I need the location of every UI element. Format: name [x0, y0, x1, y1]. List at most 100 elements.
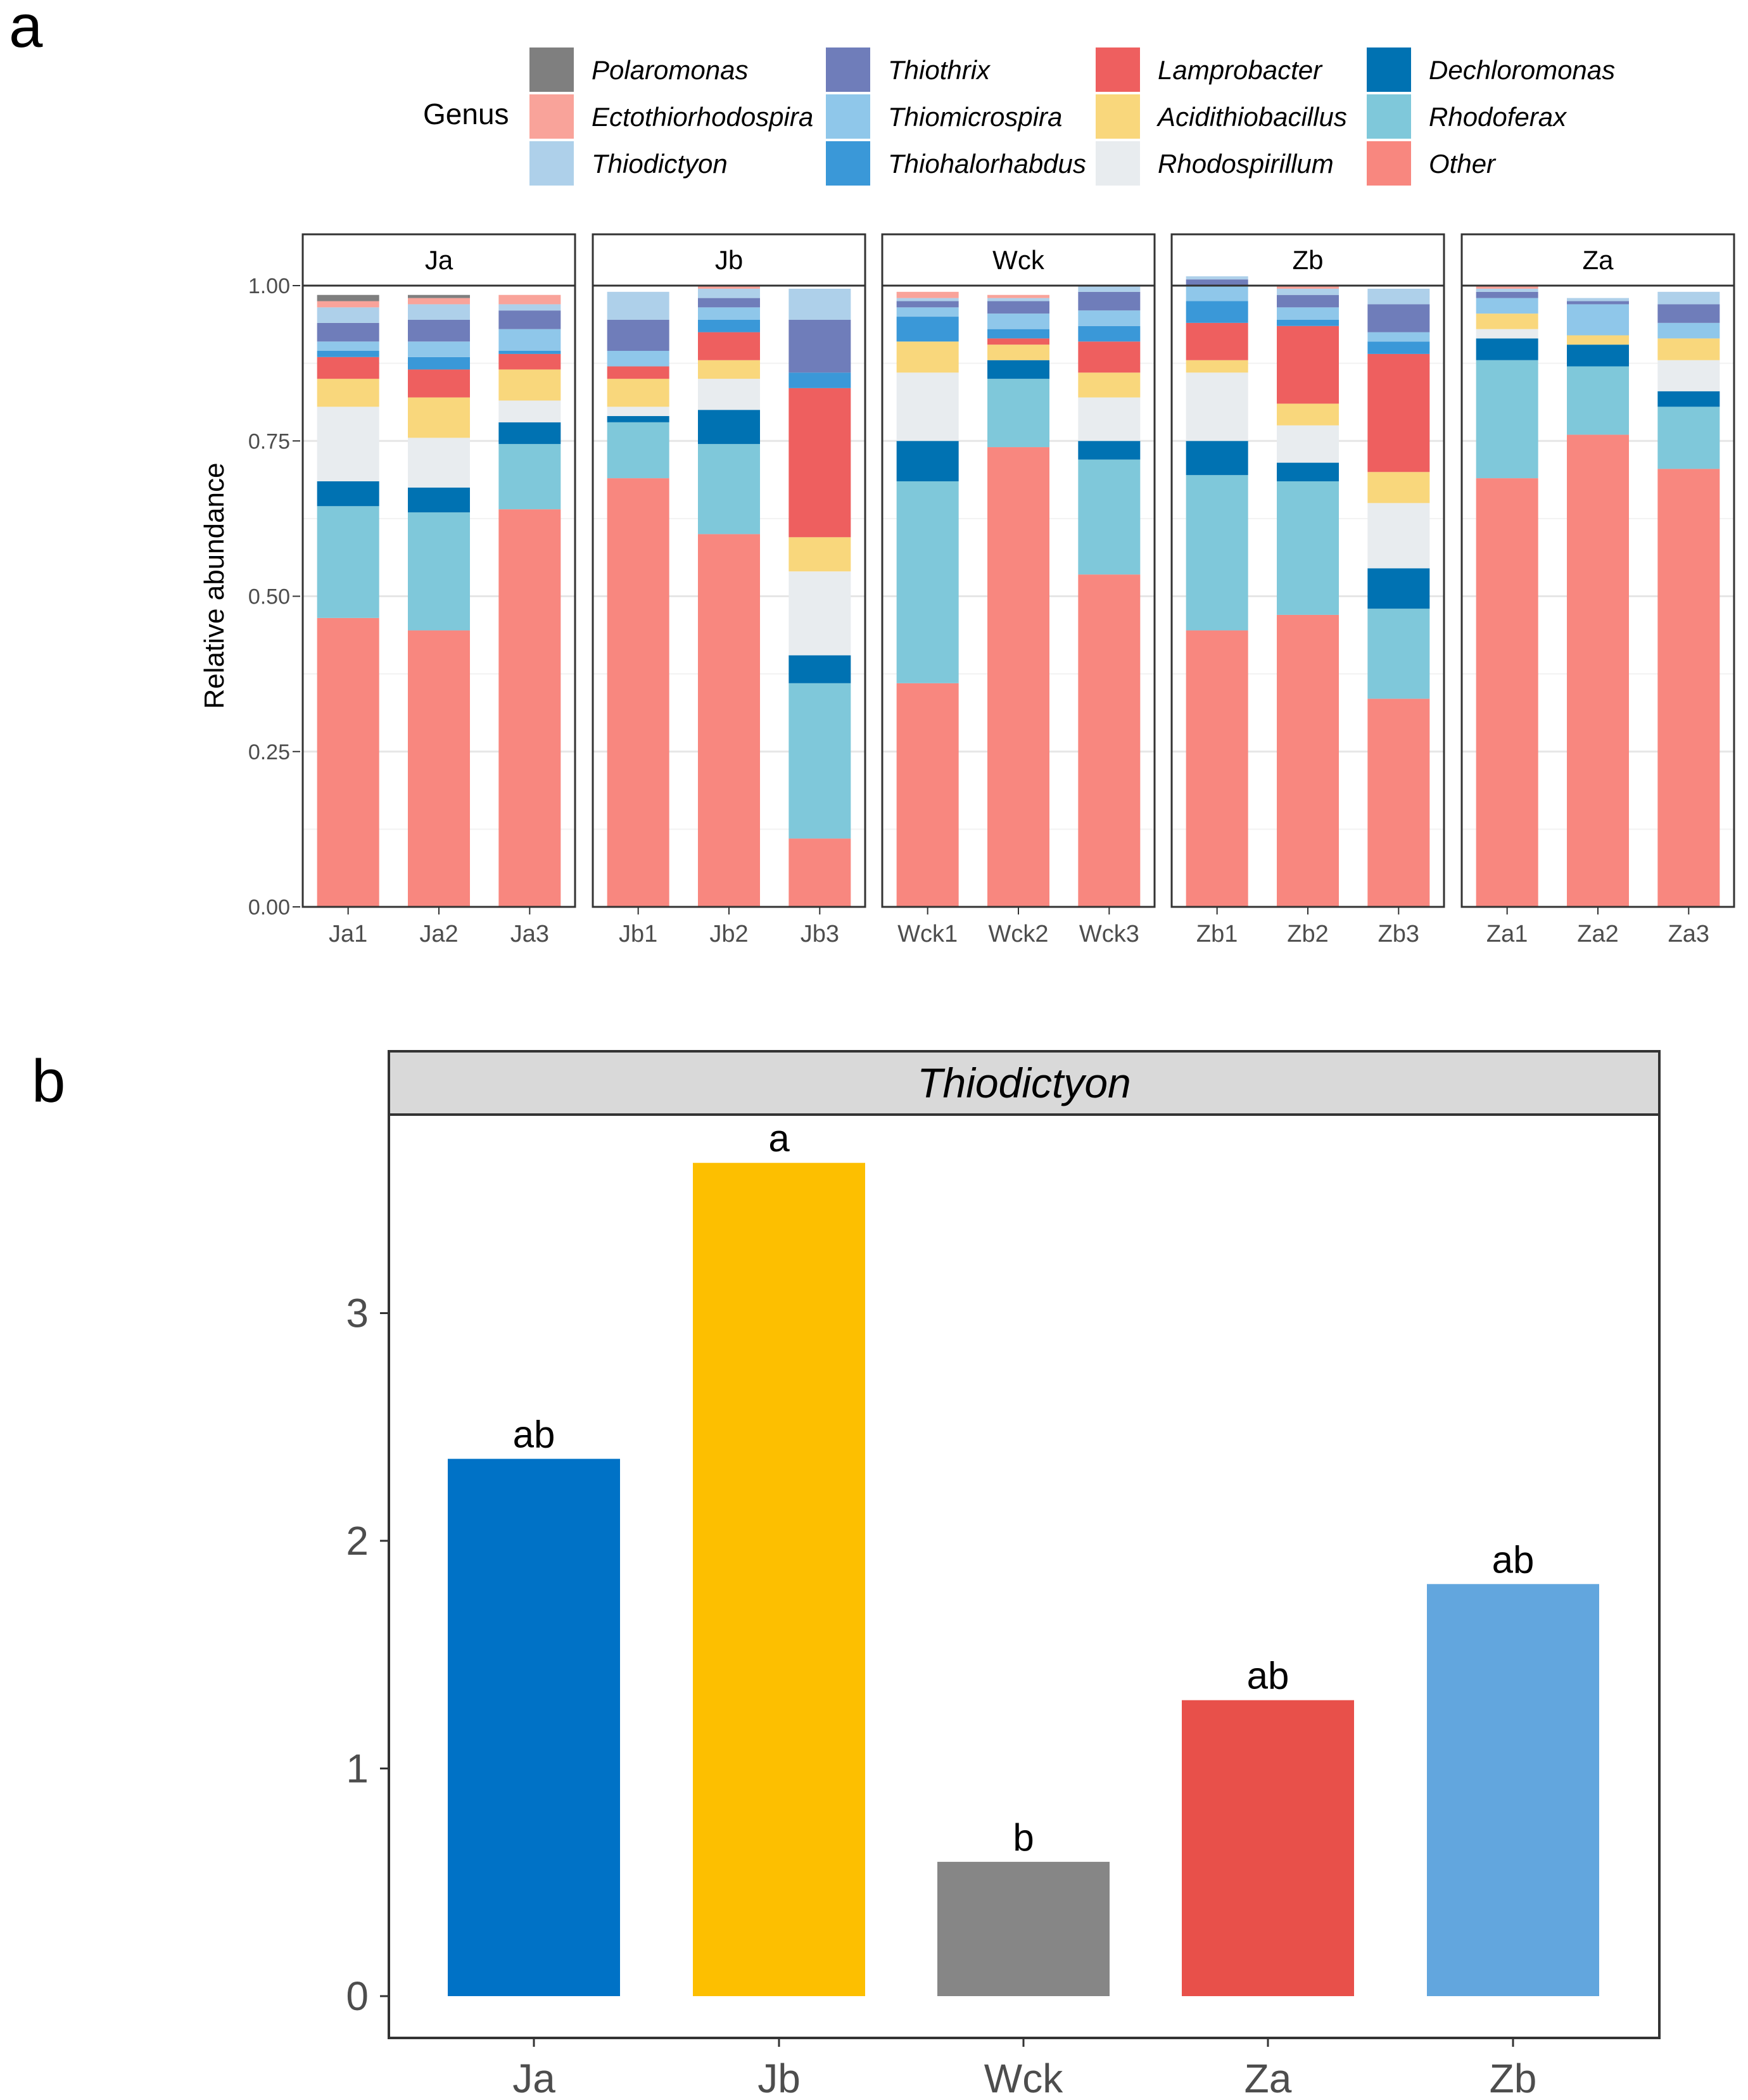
y-tick-label: 1: [346, 1746, 369, 1792]
bar-group-wck: b Wck: [937, 1816, 1110, 2100]
bar-jb: [693, 1163, 865, 1996]
y-tick-label: 2: [346, 1518, 369, 1564]
x-tick-label: Zb2: [1287, 921, 1328, 947]
bar-segment-thiohalorhabdus: [1277, 319, 1339, 326]
legend-label: Lamprobacter: [1158, 55, 1323, 85]
x-tick-label: Ja1: [329, 921, 367, 947]
bar-segment-thiothrix: [1277, 294, 1339, 308]
bar-segment-thiomicrospira: [896, 307, 959, 317]
y-axis: 0 1 2 3: [346, 1291, 389, 2019]
bar-segment-rhodospirillum: [1476, 329, 1538, 339]
facet-label: Za: [1582, 245, 1614, 275]
bar-segment-rhodoferax: [607, 422, 669, 479]
bar-segment-thiothrix: [1078, 291, 1141, 311]
bar-segment-acidithiobacillus: [607, 379, 669, 407]
bar-segment-acidithiobacillus: [788, 537, 851, 572]
bar-segment-dechloromonas: [607, 416, 669, 422]
bar-zb: [1427, 1584, 1599, 1996]
bar-segment-other: [408, 630, 470, 907]
bar-segment-rhodoferax: [408, 512, 470, 631]
bar-segment-rhodoferax: [1078, 459, 1141, 575]
plot-border: [388, 1113, 1661, 2039]
bar-segment-acidithiobacillus: [498, 369, 561, 401]
facet-border: [1170, 284, 1445, 908]
bar-segment-thiohalorhabdus: [498, 351, 561, 354]
bar-segment-thiothrix: [1186, 279, 1248, 286]
bar-segment-thiohalorhabdus: [317, 351, 379, 357]
bar-za1: [1476, 286, 1538, 907]
bar-segment-thiodictyon: [1277, 288, 1339, 295]
legend-swatch: [826, 47, 870, 92]
bar-zb1: [1186, 276, 1248, 907]
bar-ja2: [408, 294, 470, 907]
legend-swatch: [1367, 141, 1411, 186]
bar-jb3: [788, 288, 851, 907]
facet-zb: Zb Zb1 Zb2 Zb3: [1170, 233, 1445, 947]
facet-jb: Jb Jb1 Jb2 Jb3: [592, 233, 866, 947]
y-axis: 0.00 0.25 0.50 0.75 1.00: [248, 274, 300, 920]
facet-strip: [1460, 233, 1735, 287]
bar-segment-rhodoferax: [788, 683, 851, 839]
bar-segment-other: [1476, 478, 1538, 907]
bar-segment-lamprobacter: [317, 357, 379, 379]
legend-item-other: Other: [1367, 141, 1497, 186]
bar-segment-rhodospirillum: [607, 407, 669, 417]
bar-segment-rhodoferax: [1186, 475, 1248, 631]
facet-label: Jb: [715, 245, 743, 275]
bar-segment-thiohalorhabdus: [987, 329, 1049, 339]
bar-segment-thiohalorhabdus: [788, 372, 851, 388]
significance-label: b: [1013, 1816, 1034, 1859]
bar-segment-lamprobacter: [408, 369, 470, 398]
legend-label: Acidithiobacillus: [1156, 102, 1347, 132]
legend-swatch: [1096, 94, 1140, 139]
bar-segment-other: [1186, 630, 1248, 907]
bar-segment-thiomicrospira: [1657, 322, 1720, 339]
facet-label: Ja: [425, 245, 453, 275]
legend-item-rhodospirillum: Rhodospirillum: [1096, 141, 1334, 186]
bar-wck2: [987, 294, 1049, 907]
x-tick-label: Jb2: [709, 921, 748, 947]
bar-segment-other: [1277, 614, 1339, 907]
chart-title: Thiodictyon: [917, 1059, 1131, 1106]
significance-label: ab: [1492, 1538, 1535, 1581]
bar-segment-rhodospirillum: [317, 407, 379, 482]
bar-segment-acidithiobacillus: [408, 397, 470, 438]
x-tick-label: Ja2: [419, 921, 458, 947]
x-tick-label: Zb: [1490, 2056, 1537, 2100]
bar-segment-acidithiobacillus: [1367, 472, 1430, 503]
y-tick-label: 0: [346, 1973, 369, 2019]
facet-label: Zb: [1292, 245, 1323, 275]
bar-segment-other: [1567, 434, 1629, 907]
bar-segment-thiodictyon: [317, 307, 379, 323]
bar-segment-acidithiobacillus: [1277, 403, 1339, 426]
bar-segment-thiomicrospira: [1476, 298, 1538, 314]
legend-item-acidithiobacillus: Acidithiobacillus: [1096, 94, 1347, 139]
bar-segment-lamprobacter: [607, 366, 669, 379]
bar-segment-thiothrix: [317, 322, 379, 342]
bar-segment-thiodictyon: [987, 298, 1049, 301]
legend-label: Rhodoferax: [1429, 102, 1568, 132]
bar-wck3: [1078, 286, 1141, 907]
legend-swatch: [1367, 47, 1411, 92]
bar-segment-thiothrix: [987, 301, 1049, 314]
bar-segment-acidithiobacillus: [698, 360, 760, 379]
bar-segment-thiomicrospira: [1186, 286, 1248, 301]
legend-item-thiothrix: Thiothrix: [826, 47, 991, 92]
bar-segment-rhodospirillum: [698, 379, 760, 410]
facet-za: Za Za1 Za2 Za3: [1460, 233, 1735, 947]
bar-segment-acidithiobacillus: [1186, 360, 1248, 373]
bar-segment-thiomicrospira: [1367, 332, 1430, 342]
x-tick-label: Jb3: [801, 921, 839, 947]
bar-segment-rhodospirillum: [788, 571, 851, 655]
bar-segment-thiomicrospira: [408, 341, 470, 357]
x-tick-label: Wck: [984, 2056, 1063, 2100]
panel-b-letter: b: [32, 1047, 65, 1115]
bar-segment-dechloromonas: [987, 360, 1049, 379]
bar-segment-thiodictyon: [1657, 291, 1720, 305]
facet-wck: Wck Wck1 Wck2 Wck3: [881, 233, 1156, 947]
bar-segment-thiomicrospira: [607, 351, 669, 367]
bar-jb1: [607, 291, 669, 907]
x-tick-label: Wck1: [897, 921, 958, 947]
bar-segment-acidithiobacillus: [1657, 338, 1720, 360]
